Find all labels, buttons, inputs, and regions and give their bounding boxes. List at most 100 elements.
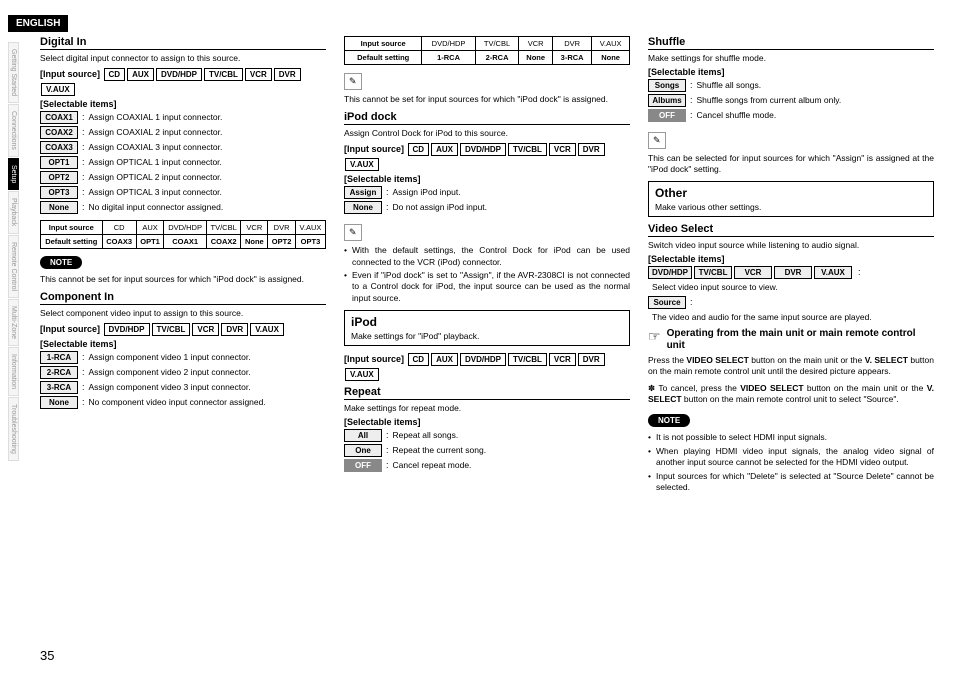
item-key: OPT2: [40, 171, 78, 184]
input-pill: TV/CBL: [508, 143, 547, 156]
item-desc: Repeat the current song.: [393, 444, 487, 455]
item-key: V.AUX: [814, 266, 852, 279]
ipod-box-sub: Make settings for "iPod" playback.: [351, 331, 623, 341]
input-pill: CD: [408, 143, 430, 156]
item-key: 2-RCA: [40, 366, 78, 379]
ipod-input-row: [Input source] CDAUXDVD/HDPTV/CBLVCRDVRV…: [344, 352, 630, 382]
shuffle-sub: Make settings for shuffle mode.: [648, 53, 934, 63]
operating-heading: ☞ Operating from the main unit or main r…: [648, 328, 934, 352]
ipod-dock-sub: Assign Control Dock for iPod to this sou…: [344, 128, 630, 138]
page-content: Digital In Select digital input connecto…: [40, 32, 934, 500]
item-desc: Assign iPod input.: [393, 186, 461, 197]
component-in-input-row: [Input source] DVD/HDPTV/CBLVCRDVRV.AUX: [40, 322, 326, 337]
item-key: 1-RCA: [40, 351, 78, 364]
pencil-icon: ✎: [648, 132, 666, 149]
item-key: TV/CBL: [694, 266, 732, 279]
input-pill: TV/CBL: [204, 68, 243, 81]
item-desc: Assign component video 1 input connector…: [89, 351, 251, 362]
item-desc: Assign COAXIAL 3 input connector.: [89, 141, 223, 152]
table-header: Default setting: [41, 235, 103, 249]
side-tab[interactable]: Multi-Zone: [8, 299, 19, 346]
digital-in-input-row: [Input source] CDAUXDVD/HDPTV/CBLVCRDVRV…: [40, 67, 326, 97]
operating-p1: Press the VIDEO SELECT button on the mai…: [648, 355, 934, 377]
input-pill: DVD/HDP: [460, 353, 506, 366]
side-tab[interactable]: Setup: [8, 158, 19, 190]
note-text: This cannot be set for input sources for…: [40, 274, 326, 285]
pencil-icon: ✎: [344, 73, 362, 90]
input-pill: DVD/HDP: [156, 68, 202, 81]
component-in-items: 1-RCA:Assign component video 1 input con…: [40, 351, 326, 409]
component-default-table: Input sourceDVD/HDPTV/CBLVCRDVRV.AUX Def…: [344, 36, 630, 65]
item-key: COAX3: [40, 141, 78, 154]
item-key: DVD/HDP: [648, 266, 692, 279]
side-nav: Getting StartedConnectionsSetupPlayback R…: [8, 42, 28, 462]
input-pill: CD: [408, 353, 430, 366]
selectable-items-label: [Selectable items]: [344, 174, 630, 184]
input-source-label: [Input source]: [344, 144, 404, 154]
item-key: COAX2: [40, 126, 78, 139]
item-desc: Assign OPTICAL 1 input connector.: [89, 156, 222, 167]
item-key: DVR: [774, 266, 812, 279]
input-pill: VCR: [549, 353, 576, 366]
side-tab[interactable]: Information: [8, 347, 19, 396]
operating-title: Operating from the main unit or main rem…: [667, 328, 934, 352]
repeat-items: All:Repeat all songs.One:Repeat the curr…: [344, 429, 630, 472]
video-select-sub: Switch video input source while listenin…: [648, 240, 934, 250]
item-desc: Do not assign iPod input.: [393, 201, 488, 212]
side-tab[interactable]: Remote Control: [8, 235, 19, 298]
item-key: None: [40, 201, 78, 214]
input-pill: AUX: [431, 143, 458, 156]
page-number: 35: [40, 648, 54, 663]
digital-in-items: COAX1:Assign COAXIAL 1 input connector.C…: [40, 111, 326, 214]
input-pill: DVD/HDP: [104, 323, 150, 336]
input-pill: DVD/HDP: [460, 143, 506, 156]
input-pill: CD: [104, 68, 126, 81]
other-box-title: Other: [655, 186, 927, 200]
digital-in-heading: Digital In: [40, 36, 326, 50]
component-in-heading: Component In: [40, 291, 326, 305]
input-pill: V.AUX: [345, 368, 379, 381]
selectable-items-label: [Selectable items]: [648, 254, 934, 264]
input-source-label: [Input source]: [40, 69, 100, 79]
ipod-box-title: iPod: [351, 315, 623, 329]
item-desc: Assign component video 2 input connector…: [89, 366, 251, 377]
item-key: All: [344, 429, 382, 442]
item-key: One: [344, 444, 382, 457]
other-section-box: Other Make various other settings.: [648, 181, 934, 217]
side-tab[interactable]: Playback: [8, 191, 19, 233]
table-header: Default setting: [345, 51, 422, 65]
item-desc: Cancel repeat mode.: [393, 459, 472, 470]
operating-notes: It is not possible to select HDMI input …: [648, 432, 934, 493]
input-source-label: [Input source]: [344, 354, 404, 364]
input-pill: VCR: [549, 143, 576, 156]
input-pill: TV/CBL: [508, 353, 547, 366]
column-1: Digital In Select digital input connecto…: [40, 32, 326, 500]
note-badge: NOTE: [648, 414, 690, 427]
side-tab[interactable]: Connections: [8, 104, 19, 157]
item-key: OPT1: [40, 156, 78, 169]
item-key: COAX1: [40, 111, 78, 124]
item-key: OFF: [648, 109, 686, 122]
input-pill: AUX: [431, 353, 458, 366]
input-pill: V.AUX: [41, 83, 75, 96]
pencil-icon: ✎: [344, 224, 362, 241]
bullet-item: With the default settings, the Control D…: [344, 245, 630, 268]
side-tab[interactable]: Troubleshooting: [8, 397, 19, 461]
input-pill: AUX: [127, 68, 154, 81]
item-desc: Assign component video 3 input connector…: [89, 381, 251, 392]
bullet-item: Even if "iPod dock" is set to "Assign", …: [344, 270, 630, 304]
bullet-item: Input sources for which "Delete" is sele…: [648, 471, 934, 494]
item-desc: Assign OPTICAL 2 input connector.: [89, 171, 222, 182]
side-tab[interactable]: Getting Started: [8, 42, 19, 103]
input-pill: VCR: [245, 68, 272, 81]
item-key: VCR: [734, 266, 772, 279]
table-header: Input source: [41, 221, 103, 235]
item-key: Assign: [344, 186, 382, 199]
video-select-heading: Video Select: [648, 223, 934, 237]
item-key: Albums: [648, 94, 686, 107]
item-key: OPT3: [40, 186, 78, 199]
selectable-items-label: [Selectable items]: [40, 99, 326, 109]
item-desc: Select video input source to view.: [652, 281, 934, 292]
operating-p2: ✽ To cancel, press the VIDEO SELECT butt…: [648, 383, 934, 405]
digital-in-default-table: Input sourceCDAUXDVD/HDPTV/CBLVCRDVRV.AU…: [40, 220, 326, 249]
